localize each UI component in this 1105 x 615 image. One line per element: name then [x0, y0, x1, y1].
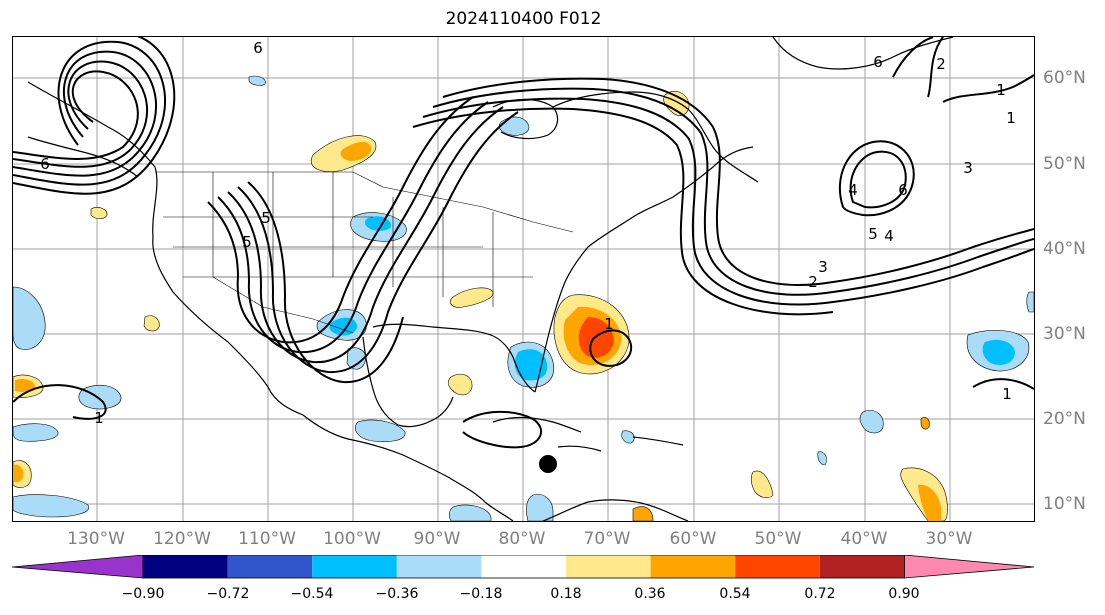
- contour-label: 2: [808, 273, 818, 291]
- colorbar-tick-label: 0.18: [550, 586, 582, 602]
- lat-label: 50°N: [1043, 154, 1086, 174]
- contour-label: 1: [94, 409, 104, 427]
- contour-label: 1: [604, 315, 614, 333]
- contour-label: 5: [261, 209, 271, 227]
- colorbar-segment: [143, 555, 228, 578]
- lon-label: 80°W: [498, 529, 546, 549]
- colorbar-segment: [650, 555, 736, 578]
- contour-label: 6: [898, 181, 908, 199]
- map-panel: 6 6 5 5 6 4 2 3 5 6 4 2 3 1 1 1 1 1: [12, 36, 1035, 522]
- graticule: [13, 37, 1034, 521]
- colorbar: [12, 555, 1035, 579]
- colorbar-segment: [735, 555, 820, 578]
- contour-label: 6: [40, 155, 50, 173]
- lon-label: 130°W: [67, 529, 125, 549]
- lon-label: 60°W: [669, 529, 717, 549]
- colorbar-extend-low: [12, 555, 144, 579]
- colorbar-tick-label: 0.72: [804, 586, 836, 602]
- contour-label: 1: [1006, 109, 1016, 127]
- figure-title: 2024110400 F012: [445, 9, 602, 29]
- lat-label: 10°N: [1043, 494, 1086, 514]
- contour-label: 1: [1002, 385, 1012, 403]
- lat-label: 40°N: [1043, 239, 1086, 259]
- lat-label: 20°N: [1043, 409, 1086, 429]
- colorbar-tick-label: −0.54: [290, 586, 334, 602]
- contour-labels: 6 6 5 5 6 4 2 3 5 6 4 2 3 1 1 1 1 1: [40, 39, 1016, 427]
- lat-label: 30°N: [1043, 324, 1086, 344]
- colorbar-extend-high: [904, 555, 1035, 579]
- contour-lines: [13, 37, 1034, 449]
- colorbar-tick-label: 0.54: [719, 586, 751, 602]
- contour-label: 3: [963, 159, 973, 177]
- contour-label: 5: [242, 233, 252, 251]
- colorbar-segment: [312, 555, 397, 578]
- colorbar-tick-label: −0.72: [206, 586, 250, 602]
- lon-label: 70°W: [583, 529, 631, 549]
- contour-label: 4: [848, 181, 858, 199]
- lon-label: 40°W: [840, 529, 888, 549]
- lon-label: 120°W: [153, 529, 211, 549]
- lon-label: 30°W: [925, 529, 973, 549]
- contour-label: 1: [996, 81, 1006, 99]
- colorbar-segment: [819, 555, 905, 578]
- contour-label: 6: [253, 39, 263, 57]
- lon-label: 90°W: [413, 529, 461, 549]
- lat-label: 60°N: [1043, 68, 1086, 88]
- lon-label: 110°W: [238, 529, 296, 549]
- lon-label: 100°W: [323, 529, 381, 549]
- contour-label: 4: [884, 227, 894, 245]
- colorbar-segment: [227, 555, 313, 578]
- contour-label: 3: [818, 258, 828, 276]
- contour-label: 2: [936, 55, 946, 73]
- colorbar-tick-label: 0.36: [634, 586, 666, 602]
- colorbar-tick-label: −0.90: [121, 586, 165, 602]
- colorbar-tick-label: −0.18: [459, 586, 503, 602]
- storm-center-marker: [539, 455, 557, 473]
- colorbar-segment: [396, 555, 482, 578]
- contour-label: 5: [868, 225, 878, 243]
- lon-label: 50°W: [754, 529, 802, 549]
- colorbar-tick-label: 0.90: [888, 586, 920, 602]
- contour-label: 6: [873, 53, 883, 71]
- colorbar-segment: [566, 555, 651, 578]
- colorbar-segment: [481, 555, 566, 578]
- colorbar-tick-label: −0.36: [375, 586, 419, 602]
